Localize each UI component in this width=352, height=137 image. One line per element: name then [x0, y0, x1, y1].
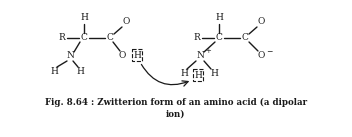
Text: H: H	[194, 71, 202, 79]
Text: C: C	[107, 34, 113, 42]
Text: N: N	[66, 52, 74, 61]
Text: H: H	[80, 14, 88, 22]
Text: N: N	[196, 52, 204, 61]
Text: +: +	[205, 47, 211, 55]
Text: −: −	[266, 48, 272, 56]
Text: R: R	[194, 34, 200, 42]
Text: ion): ion)	[166, 110, 186, 119]
Text: H: H	[180, 69, 188, 79]
Text: H: H	[50, 68, 58, 76]
Text: Fig. 8.64 : Zwitterion form of an amino acid (a dipolar: Fig. 8.64 : Zwitterion form of an amino …	[45, 98, 307, 107]
Text: R: R	[59, 34, 65, 42]
Text: O: O	[257, 18, 265, 26]
Text: H: H	[210, 69, 218, 79]
Text: C: C	[241, 34, 249, 42]
Text: O: O	[118, 51, 126, 59]
Text: H: H	[133, 51, 141, 59]
Text: O: O	[122, 18, 130, 26]
Text: C: C	[215, 34, 222, 42]
Text: C: C	[81, 34, 87, 42]
Text: O: O	[257, 51, 265, 59]
Text: H: H	[76, 68, 84, 76]
Text: H: H	[215, 14, 223, 22]
